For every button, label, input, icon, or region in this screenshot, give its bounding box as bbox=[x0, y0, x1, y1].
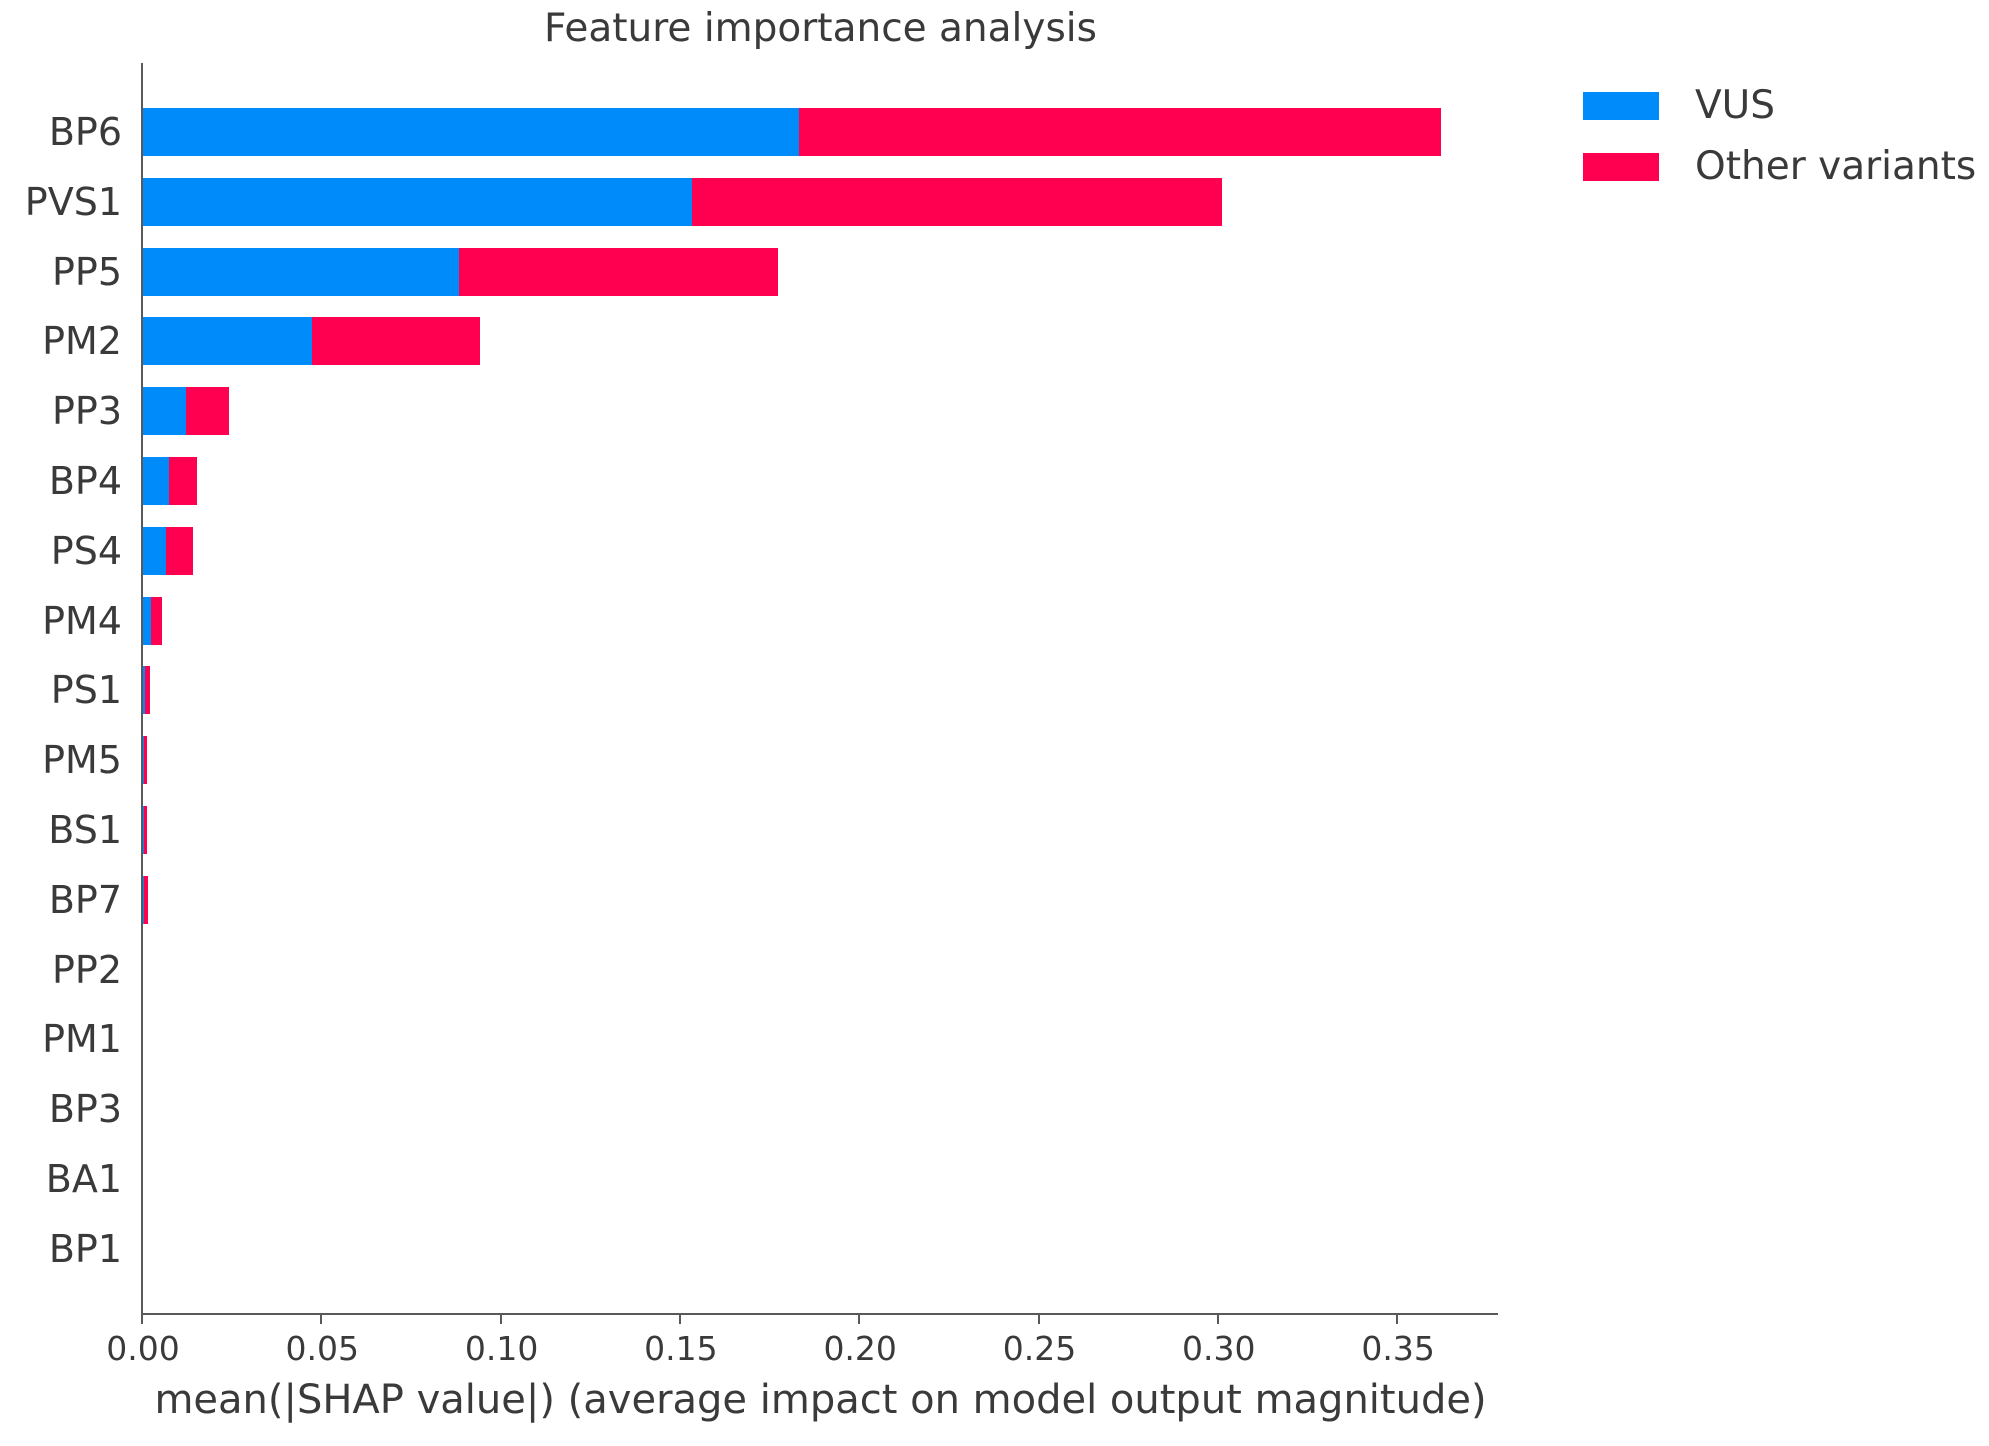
y-axis-label-pm1: PM1 bbox=[42, 1017, 122, 1062]
x-axis-tick-label: 0.35 bbox=[1361, 1329, 1435, 1368]
x-axis-tick bbox=[1037, 1315, 1040, 1324]
bar-segment-pm2-other bbox=[311, 317, 480, 366]
bar-segment-pp5-other bbox=[458, 247, 778, 296]
legend-swatch-other bbox=[1583, 153, 1659, 181]
bar-segment-bp6-other bbox=[799, 108, 1442, 156]
bar-row-pp3 bbox=[143, 387, 229, 436]
y-axis-label-bp4: BP4 bbox=[48, 459, 122, 503]
bar-row-pm5 bbox=[143, 736, 147, 785]
bar-segment-ps4-vus bbox=[143, 526, 166, 575]
bar-segment-ps4-other bbox=[166, 526, 193, 575]
y-axis-label-pm4: PM4 bbox=[42, 598, 122, 643]
x-axis-title: mean(|SHAP value|) (average impact on mo… bbox=[154, 1377, 1487, 1423]
y-axis-label-pm5: PM5 bbox=[42, 738, 122, 783]
bar-segment-bp7-vus bbox=[143, 875, 145, 924]
bar-segment-pm5-vus bbox=[143, 736, 145, 785]
x-axis-tick bbox=[1216, 1315, 1219, 1324]
bar-segment-pvs1-vus bbox=[143, 177, 692, 226]
y-axis-label-pm2: PM2 bbox=[42, 319, 122, 364]
y-axis-line bbox=[141, 63, 143, 1315]
bar-segment-bs1-other bbox=[144, 806, 147, 854]
y-axis-label-bp1: BP1 bbox=[48, 1226, 122, 1271]
x-axis-tick-label: 0.10 bbox=[464, 1329, 539, 1368]
bar-segment-pm4-other bbox=[150, 596, 163, 645]
legend-label-vus: VUS bbox=[1695, 83, 1775, 128]
y-axis-label-ps4: PS4 bbox=[50, 528, 122, 573]
y-axis-label-ba1: BA1 bbox=[45, 1157, 122, 1201]
bar-segment-pp3-vus bbox=[143, 387, 186, 436]
x-axis-tick bbox=[141, 1315, 143, 1324]
bar-row-pp5 bbox=[143, 247, 778, 296]
bar-row-pm4 bbox=[143, 596, 163, 645]
bar-segment-bp7-other bbox=[144, 875, 148, 924]
y-axis-label-ps1: PS1 bbox=[50, 668, 122, 713]
bar-row-bp4 bbox=[143, 457, 197, 505]
legend-item-other-variants: Other variants bbox=[1583, 145, 1976, 189]
x-axis-tick-label: 0.30 bbox=[1182, 1329, 1256, 1368]
x-axis-tick bbox=[320, 1315, 323, 1324]
x-axis-line bbox=[141, 1313, 1498, 1315]
x-axis-tick bbox=[1396, 1315, 1399, 1324]
bar-segment-ps1-vus bbox=[143, 666, 145, 715]
bar-row-bp6 bbox=[143, 108, 1442, 156]
y-axis-label-bp7: BP7 bbox=[48, 877, 122, 922]
x-axis-tick bbox=[858, 1315, 861, 1324]
bar-segment-ps1-other bbox=[144, 666, 151, 715]
bar-segment-bp4-vus bbox=[143, 457, 170, 505]
bar-segment-pp5-vus bbox=[143, 247, 459, 296]
y-axis-label-bp6: BP6 bbox=[48, 110, 122, 154]
legend: VUS Other variants bbox=[1583, 84, 1976, 189]
bar-row-ps1 bbox=[143, 666, 151, 715]
y-axis-label-pp2: PP2 bbox=[51, 947, 122, 992]
x-axis-tick-label: 0.15 bbox=[644, 1329, 718, 1368]
x-axis-tick-label: 0.20 bbox=[823, 1329, 897, 1368]
x-axis-tick-label: 0.00 bbox=[106, 1329, 180, 1368]
bar-segment-bp4-other bbox=[169, 457, 197, 505]
bar-row-pvs1 bbox=[143, 177, 1223, 226]
x-axis-tick bbox=[499, 1315, 502, 1324]
legend-label-other: Other variants bbox=[1695, 144, 1977, 189]
y-axis-label-bp3: BP3 bbox=[48, 1087, 122, 1132]
bar-segment-pp3-other bbox=[186, 387, 229, 436]
chart-title: Feature importance analysis bbox=[544, 6, 1097, 51]
bar-segment-pm4-vus bbox=[143, 596, 151, 645]
legend-swatch-vus bbox=[1583, 92, 1659, 120]
bar-segment-pm5-other bbox=[144, 736, 147, 785]
bar-segment-bs1-vus bbox=[143, 806, 145, 854]
x-axis-tick-label: 0.25 bbox=[1002, 1329, 1077, 1368]
y-axis-label-pvs1: PVS1 bbox=[24, 179, 122, 224]
bar-row-pm2 bbox=[143, 317, 480, 366]
plot-area: mean(|SHAP value|) (average impact on mo… bbox=[25, 63, 1498, 1423]
bar-segment-pm2-vus bbox=[143, 317, 312, 366]
bar-segment-pvs1-other bbox=[691, 177, 1223, 226]
bar-row-ps4 bbox=[143, 526, 193, 575]
y-axis-label-pp3: PP3 bbox=[51, 389, 122, 434]
y-axis-label-bs1: BS1 bbox=[48, 808, 122, 852]
bar-row-bp7 bbox=[143, 875, 148, 924]
x-axis-tick bbox=[678, 1315, 681, 1324]
legend-item-vus: VUS bbox=[1583, 84, 1976, 128]
x-axis-tick-label: 0.05 bbox=[285, 1329, 360, 1368]
bar-row-bs1 bbox=[143, 806, 147, 854]
bar-segment-bp6-vus bbox=[143, 108, 800, 156]
y-axis-label-pp5: PP5 bbox=[51, 249, 122, 294]
